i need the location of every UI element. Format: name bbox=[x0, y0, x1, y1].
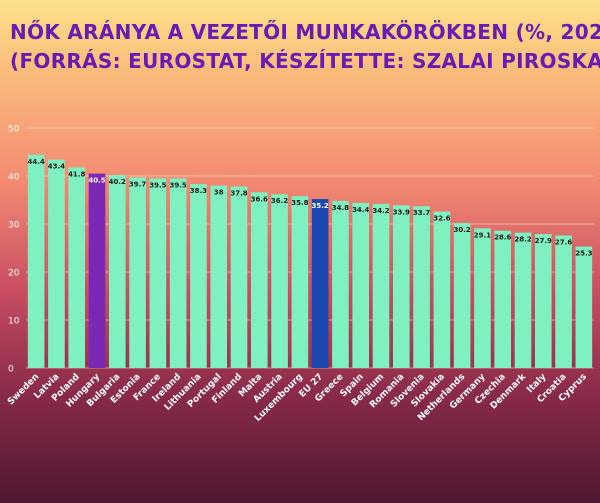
data-label: 34.2 bbox=[372, 207, 389, 215]
bar bbox=[108, 175, 126, 368]
bar bbox=[392, 205, 410, 368]
bar bbox=[271, 194, 288, 368]
bar bbox=[210, 185, 228, 368]
data-label: 39.7 bbox=[129, 180, 146, 188]
y-tick-label: 20 bbox=[8, 269, 20, 279]
data-label: 36.6 bbox=[251, 195, 268, 203]
data-label: 38.3 bbox=[190, 187, 207, 195]
y-tick-label: 10 bbox=[8, 317, 20, 327]
data-label: 44.4 bbox=[28, 158, 45, 166]
data-label: 39.5 bbox=[149, 181, 166, 189]
bar bbox=[190, 184, 207, 368]
data-label: 30.2 bbox=[454, 226, 471, 234]
chart-title: NŐK ARÁNYA A VEZETŐI MUNKAKÖRÖKBEN (%, 2… bbox=[10, 18, 600, 76]
bar bbox=[372, 203, 390, 368]
data-label: 41.8 bbox=[68, 170, 85, 178]
bar bbox=[68, 167, 86, 368]
data-label: 39.5 bbox=[170, 181, 187, 189]
bar bbox=[129, 177, 146, 368]
bar bbox=[555, 235, 572, 368]
bar bbox=[575, 246, 593, 368]
data-label: 43.4 bbox=[48, 163, 65, 171]
bar bbox=[433, 211, 451, 368]
data-label: 34.8 bbox=[332, 204, 349, 212]
data-label: 40.2 bbox=[109, 178, 126, 186]
data-label: 27.9 bbox=[535, 237, 552, 245]
bar bbox=[534, 234, 552, 368]
chart-title-line-2: (FORRÁS: EUROSTAT, KÉSZÍTETTE: SZALAI PI… bbox=[10, 49, 600, 73]
y-tick-label: 0 bbox=[8, 365, 14, 375]
data-label: 25.3 bbox=[575, 250, 592, 258]
y-tick-label: 40 bbox=[8, 173, 20, 183]
bar bbox=[352, 202, 370, 368]
y-tick-label: 30 bbox=[8, 221, 20, 231]
data-label: 28.2 bbox=[514, 236, 531, 244]
bar bbox=[413, 206, 430, 368]
data-label: 27.6 bbox=[555, 239, 572, 247]
bar bbox=[88, 173, 106, 368]
data-label: 28.6 bbox=[494, 234, 511, 242]
data-label: 34.4 bbox=[352, 206, 369, 214]
data-label: 40.5 bbox=[88, 177, 105, 185]
data-label: 35.2 bbox=[312, 202, 329, 210]
bar bbox=[27, 154, 45, 368]
bar bbox=[230, 186, 248, 368]
data-label: 35.8 bbox=[291, 199, 308, 207]
bar bbox=[474, 228, 491, 368]
y-tick-label: 50 bbox=[8, 125, 20, 135]
bar bbox=[48, 159, 65, 368]
bar bbox=[453, 223, 471, 368]
data-label: 38 bbox=[214, 189, 224, 197]
bar bbox=[250, 192, 268, 368]
bar bbox=[311, 199, 329, 368]
bar bbox=[291, 196, 309, 368]
data-label: 32.6 bbox=[433, 215, 450, 223]
bar bbox=[149, 178, 167, 368]
data-label: 36.2 bbox=[271, 197, 288, 205]
data-label: 33.9 bbox=[393, 208, 410, 216]
data-label: 37.8 bbox=[230, 190, 247, 198]
bar bbox=[332, 200, 349, 368]
data-label: 29.1 bbox=[474, 231, 491, 239]
chart-title-line-1: NŐK ARÁNYA A VEZETŐI MUNKAKÖRÖKBEN (%, 2… bbox=[10, 20, 600, 44]
bar bbox=[514, 232, 532, 368]
bar bbox=[169, 178, 187, 368]
data-label: 33.7 bbox=[413, 209, 430, 217]
bar bbox=[494, 230, 512, 368]
